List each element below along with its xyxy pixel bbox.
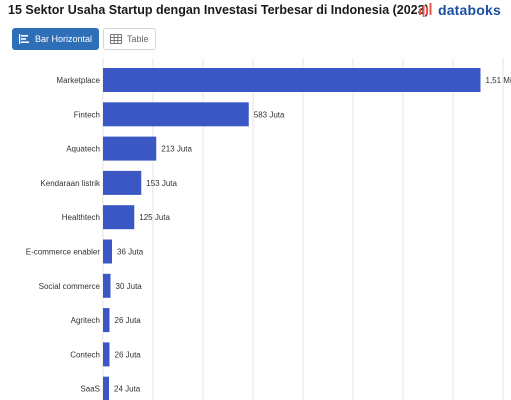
bar[interactable] bbox=[103, 68, 481, 92]
category-label: SaaS bbox=[80, 385, 100, 394]
bar[interactable] bbox=[103, 342, 110, 367]
brand-logo[interactable]: databoks bbox=[418, 2, 501, 18]
category-label: Aquatech bbox=[66, 145, 100, 154]
value-label: 26 Juta bbox=[115, 316, 142, 325]
bar[interactable] bbox=[103, 376, 109, 400]
value-label: 153 Juta bbox=[146, 179, 177, 188]
bar[interactable] bbox=[103, 205, 135, 230]
bar[interactable] bbox=[103, 239, 112, 264]
brand-name: databoks bbox=[437, 2, 501, 18]
value-label: 24 Juta bbox=[114, 385, 141, 394]
category-label: Contech bbox=[70, 350, 100, 359]
category-label: Social commerce bbox=[39, 282, 101, 291]
value-label: 36 Juta bbox=[117, 248, 144, 257]
bar-chart: Marketplace 1,51 Miliar Fintech 583 Juta Aqu… bbox=[26, 58, 511, 400]
value-label: 1,51 Miliar bbox=[486, 76, 511, 85]
value-label: 30 Juta bbox=[116, 282, 143, 291]
bar-chart-icon bbox=[19, 34, 29, 44]
bar[interactable] bbox=[103, 273, 111, 298]
bar[interactable] bbox=[103, 136, 157, 161]
value-label: 125 Juta bbox=[139, 213, 170, 222]
category-label: Fintech bbox=[74, 110, 100, 119]
bar[interactable] bbox=[103, 102, 249, 127]
category-label: Healthtech bbox=[62, 213, 100, 222]
value-label: 26 Juta bbox=[115, 350, 142, 359]
value-label: 213 Juta bbox=[161, 145, 192, 154]
category-label: Marketplace bbox=[56, 76, 100, 85]
bar-horizontal-button[interactable]: Bar Horizontal bbox=[12, 28, 100, 50]
bar-horizontal-label: Bar Horizontal bbox=[35, 34, 93, 44]
category-label: Kendaraan listrik bbox=[40, 179, 101, 188]
category-label: E-commerce enabler bbox=[26, 248, 101, 257]
databoks-logo-icon bbox=[418, 3, 432, 17]
category-label: Agritech bbox=[71, 316, 100, 325]
table-icon bbox=[110, 34, 123, 44]
view-toolbar: Bar Horizontal Table bbox=[12, 28, 156, 50]
table-label: Table bbox=[127, 34, 149, 44]
table-button[interactable]: Table bbox=[103, 28, 156, 50]
value-label: 583 Juta bbox=[254, 110, 285, 119]
chart-title: 15 Sektor Usaha Startup dengan Investasi… bbox=[8, 3, 429, 17]
bar[interactable] bbox=[103, 170, 142, 195]
bar[interactable] bbox=[103, 308, 110, 333]
